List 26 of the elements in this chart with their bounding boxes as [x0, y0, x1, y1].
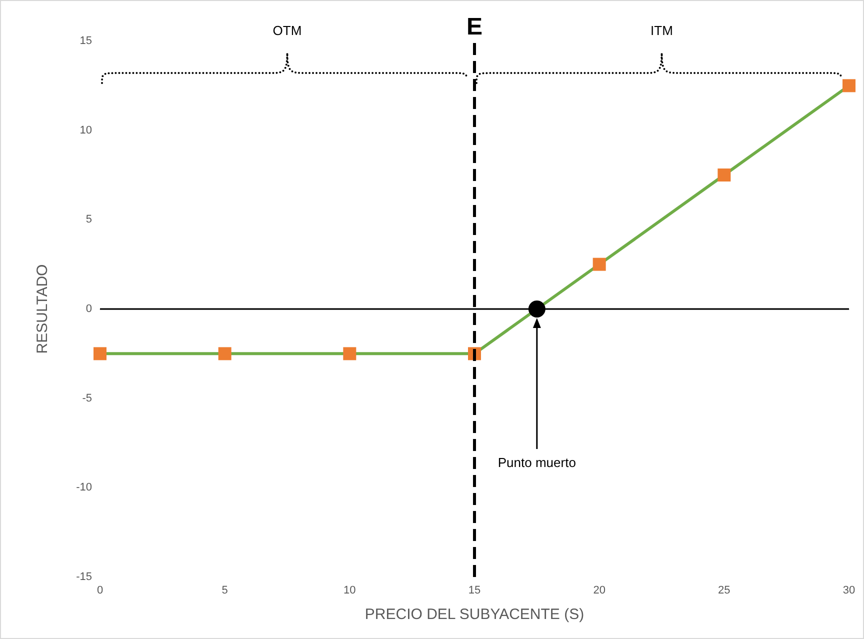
y-tick-label: 15	[80, 35, 92, 47]
y-tick-label: -5	[82, 392, 92, 404]
y-axis-title: RESULTADO	[34, 264, 51, 354]
x-tick-label: 25	[718, 584, 730, 596]
y-tick-label: 0	[86, 303, 92, 315]
y-tick-label: -10	[76, 482, 92, 494]
point	[218, 347, 232, 360]
text: OTM	[272, 23, 302, 38]
x-tick-label: 0	[96, 584, 104, 596]
y-tick-label: 5	[86, 214, 92, 226]
y-tick-label: -15	[76, 571, 92, 583]
point	[592, 258, 606, 271]
point	[343, 347, 356, 360]
x-axis-title: PRECIO DEL SUBYACENTE (S)	[364, 606, 584, 623]
x-tick-label: 30	[842, 584, 856, 596]
y-tick-label: 10	[80, 124, 92, 136]
x-tick-label: 15	[468, 584, 481, 596]
ref-line-label: E	[466, 14, 483, 40]
point	[94, 347, 106, 360]
x-tick-label: 20	[593, 584, 606, 596]
text: ITM	[650, 23, 673, 38]
x-tick-label: 5	[222, 584, 228, 596]
annotation: Punto muerto	[498, 455, 576, 470]
x-tick-label: 10	[344, 584, 356, 596]
point	[842, 79, 856, 92]
point	[718, 168, 731, 182]
